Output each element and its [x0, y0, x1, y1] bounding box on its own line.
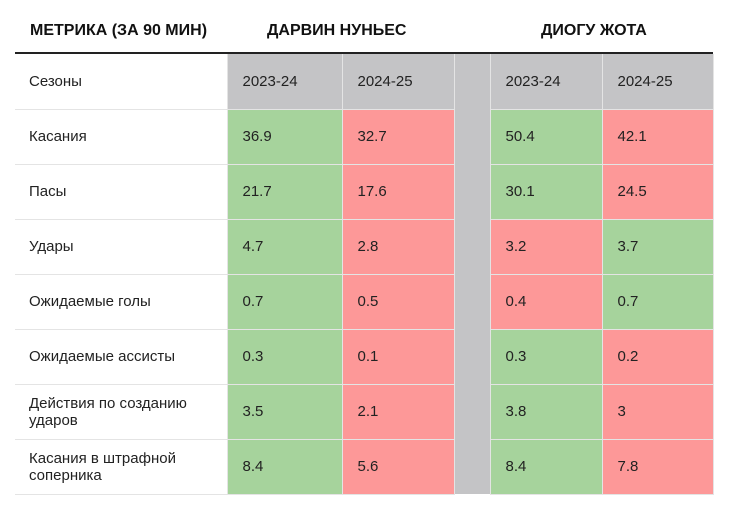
- value-cell: 5.6: [342, 439, 455, 495]
- table-row: Удары 4.7 2.8 3.2 3.7: [15, 219, 714, 275]
- header-divider: [15, 52, 713, 54]
- value-cell: 0.3: [227, 329, 343, 385]
- value-cell: 2.8: [342, 219, 455, 275]
- table-row: Касания 36.9 32.7 50.4 42.1: [15, 109, 714, 165]
- player-separator: [454, 219, 491, 274]
- value-cell: 0.2: [602, 329, 714, 385]
- value-cell: 0.4: [490, 274, 603, 330]
- value-cell: 7.8: [602, 439, 714, 495]
- value-cell: 21.7: [227, 164, 343, 220]
- row-label: Касания в штрафной соперника: [15, 439, 228, 495]
- season-header-3: 2023-24: [490, 54, 603, 110]
- value-cell: 3: [602, 384, 714, 440]
- value-cell: 8.4: [227, 439, 343, 495]
- value-cell: 36.9: [227, 109, 343, 165]
- player-separator: [454, 329, 491, 384]
- season-header-2: 2024-25: [342, 54, 455, 110]
- player-separator: [454, 164, 491, 219]
- value-cell: 30.1: [490, 164, 603, 220]
- value-cell: 3.7: [602, 219, 714, 275]
- table-row: Ожидаемые голы 0.7 0.5 0.4 0.7: [15, 274, 714, 330]
- season-header-1: 2023-24: [227, 54, 343, 110]
- table-row: Касания в штрафной соперника 8.4 5.6 8.4 7.8: [15, 439, 714, 495]
- value-cell: 24.5: [602, 164, 714, 220]
- value-cell: 8.4: [490, 439, 603, 495]
- table-row: Пасы 21.7 17.6 30.1 24.5: [15, 164, 714, 220]
- value-cell: 3.8: [490, 384, 603, 440]
- season-header-4: 2024-25: [602, 54, 714, 110]
- value-cell: 3.2: [490, 219, 603, 275]
- value-cell: 4.7: [227, 219, 343, 275]
- row-label-seasons: Сезоны: [15, 54, 228, 110]
- stats-table: Сезоны 2023-24 2024-25 2023-24 2024-25 Касани…: [15, 54, 714, 495]
- value-cell: 0.5: [342, 274, 455, 330]
- value-cell: 0.1: [342, 329, 455, 385]
- table-row: Ожидаемые ассисты 0.3 0.1 0.3 0.2: [15, 329, 714, 385]
- player-separator: [454, 274, 491, 329]
- header-metric: МЕТРИКА (ЗА 90 МИН): [30, 22, 208, 39]
- player-separator: [454, 384, 491, 439]
- value-cell: 0.7: [602, 274, 714, 330]
- player-separator: [454, 439, 491, 494]
- table-row: Действия по созданию ударов 3.5 2.1 3.8 3: [15, 384, 714, 440]
- player-separator: [454, 109, 491, 164]
- row-label: Ожидаемые ассисты: [15, 329, 228, 385]
- header-player-2: ДИОГУ ЖОТА: [541, 22, 647, 39]
- value-cell: 17.6: [342, 164, 455, 220]
- value-cell: 32.7: [342, 109, 455, 165]
- stats-table-body: Сезоны 2023-24 2024-25 2023-24 2024-25 Касани…: [15, 54, 714, 495]
- value-cell: 42.1: [602, 109, 714, 165]
- row-label: Действия по созданию ударов: [15, 384, 228, 440]
- row-label: Пасы: [15, 164, 228, 220]
- row-label: Удары: [15, 219, 228, 275]
- value-cell: 0.3: [490, 329, 603, 385]
- header-player-1: ДАРВИН НУНЬЕС: [267, 22, 407, 39]
- row-label: Касания: [15, 109, 228, 165]
- value-cell: 3.5: [227, 384, 343, 440]
- season-row: Сезоны 2023-24 2024-25 2023-24 2024-25: [15, 54, 714, 110]
- player-separator: [454, 54, 491, 109]
- value-cell: 50.4: [490, 109, 603, 165]
- row-label: Ожидаемые голы: [15, 274, 228, 330]
- value-cell: 0.7: [227, 274, 343, 330]
- value-cell: 2.1: [342, 384, 455, 440]
